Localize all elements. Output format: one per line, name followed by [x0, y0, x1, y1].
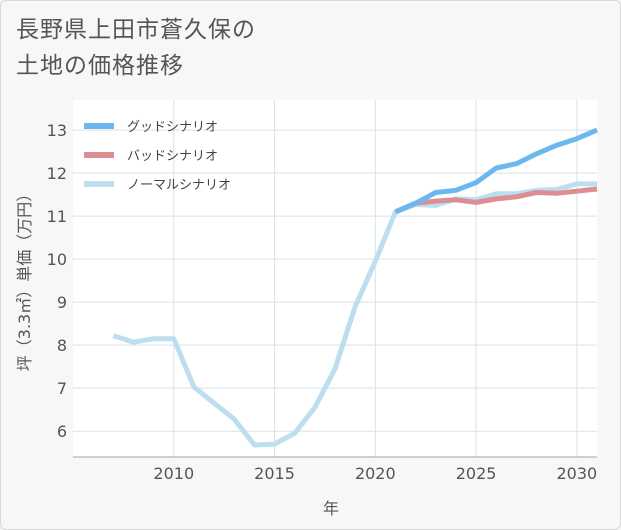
x-axis-title: 年 [323, 499, 339, 518]
y-tick-label: 6 [57, 422, 67, 441]
y-tick-label: 7 [57, 379, 67, 398]
legend-label-2: ノーマルシナリオ [127, 178, 231, 193]
y-tick-label: 12 [47, 164, 67, 183]
x-tick-label: 2020 [355, 464, 396, 483]
y-tick-label: 13 [47, 121, 67, 140]
x-tick-label: 2025 [456, 464, 497, 483]
chart-title-line2: 土地の価格推移 [16, 53, 184, 79]
y-tick-label: 10 [47, 250, 67, 269]
series-line-2 [112, 181, 597, 448]
y-tick-label: 9 [57, 293, 67, 312]
y-axis-title: 坪（3.3㎡）単価（万円） [15, 186, 34, 371]
x-tick-label: 2015 [254, 464, 295, 483]
plot-area [73, 100, 597, 457]
chart-title-line1: 長野県上田市蒼久保の [16, 17, 256, 43]
series-line-0 [394, 127, 598, 215]
series-lines [112, 127, 598, 448]
y-tick-label: 8 [57, 336, 67, 355]
x-tick-label: 2030 [556, 464, 597, 483]
legend-label-0: グッドシナリオ [127, 120, 218, 135]
grid-lines [73, 100, 597, 458]
x-axis-ticks: 2010 2015 2020 2025 2030 [153, 464, 597, 483]
y-tick-label: 11 [47, 207, 67, 226]
chart-title: 長野県上田市蒼久保の 土地の価格推移 [16, 12, 436, 84]
x-tick-label: 2010 [153, 464, 194, 483]
legend-label-1: バッドシナリオ [127, 149, 218, 164]
y-axis-ticks: 6 7 8 9 10 11 12 13 [47, 121, 67, 441]
series-line-1 [394, 186, 598, 215]
